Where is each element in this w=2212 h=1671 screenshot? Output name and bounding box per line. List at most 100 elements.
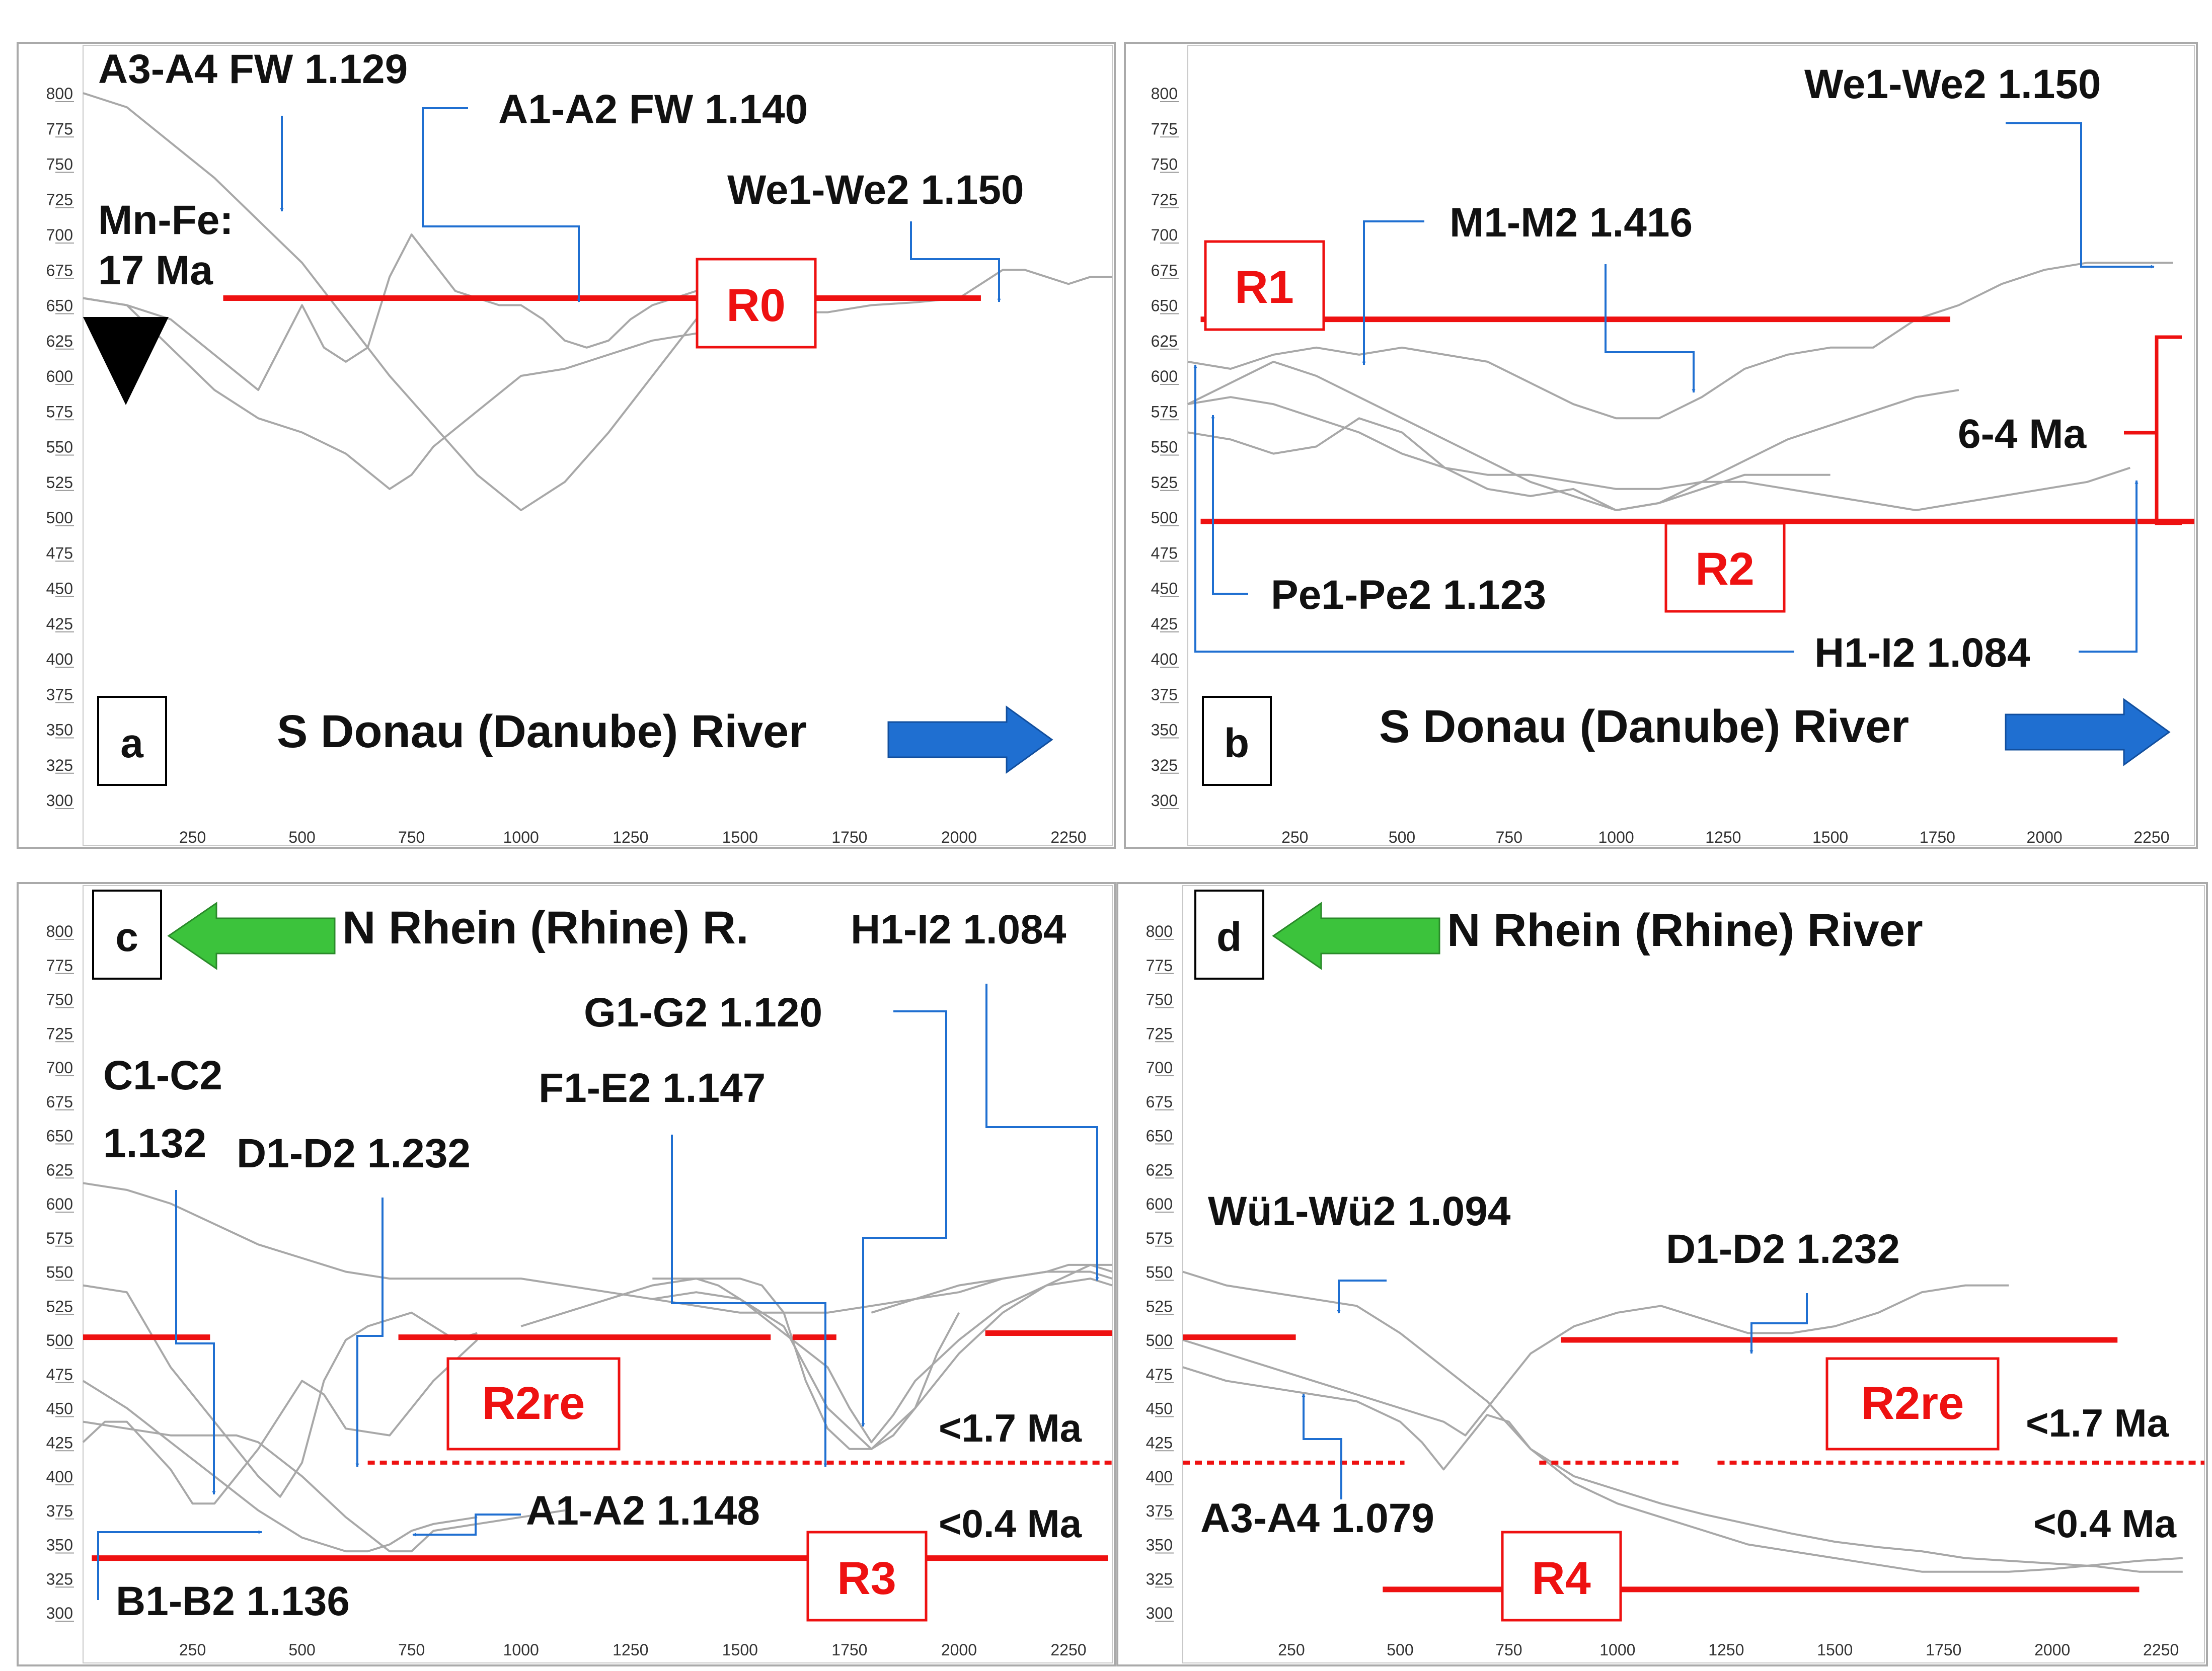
label-m1m2: M1-M2 1.416 (1450, 200, 1693, 246)
y-tick-label: 725 (1146, 1024, 1173, 1043)
profile-line-b-1 (1187, 262, 2173, 420)
r3-box (806, 1531, 928, 1622)
y-tick-label: 550 (46, 1263, 73, 1282)
r2re-c-label: R2re (482, 1378, 585, 1429)
y-tick-label: 800 (1151, 85, 1178, 103)
y-tick-label: 600 (1151, 367, 1178, 385)
x-tick-label: 1500 (722, 828, 758, 846)
river-arrow-d (1272, 902, 1440, 970)
profile-line-d-2 (1182, 1284, 2009, 1437)
panel-a-letter-box (97, 696, 167, 786)
x-tick-label: 1500 (1817, 1641, 1853, 1659)
x-tick-label: 1000 (503, 1641, 539, 1659)
y-tick-label: 625 (1151, 332, 1178, 350)
y-tick-label: 750 (1146, 991, 1173, 1009)
x-tick-label: 1250 (613, 1641, 648, 1659)
x-tick-label: 750 (398, 828, 425, 846)
label-1-7-ma-d: <1.7 Ma (2026, 1401, 2169, 1445)
r2re-d-box (1825, 1357, 2000, 1451)
y-tick-label: 525 (46, 1297, 73, 1315)
y-tick-label: 700 (1146, 1059, 1173, 1077)
r2-box (1664, 522, 1786, 613)
y-tick-label: 575 (1146, 1229, 1173, 1247)
river-arrow-b (2005, 698, 2171, 766)
y-tick-label: 500 (46, 1331, 73, 1349)
panel-a-x-ticks: 250 500 750 1000 1250 1500 1750 2000 2250 (179, 828, 1087, 846)
callout-m-arrow-2 (1605, 264, 1696, 393)
x-tick-label: 1750 (1926, 1641, 1961, 1659)
panel-a-letter: a (120, 721, 144, 766)
x-tick-label: 750 (398, 1641, 425, 1659)
y-tick-label: 425 (46, 1434, 73, 1452)
y-tick-label: 325 (1151, 756, 1178, 774)
x-tick-label: 250 (1281, 828, 1308, 846)
x-tick-label: 1250 (613, 828, 648, 846)
label-0-4-ma-d: <0.4 Ma (2033, 1501, 2177, 1546)
label-d1d2-c: D1-D2 1.232 (237, 1131, 471, 1176)
callout-c1c2-arrow (175, 1190, 216, 1495)
label-c1c2: C1-C2 (103, 1053, 222, 1098)
y-tick-label: 450 (46, 580, 73, 598)
x-tick-label: 250 (179, 1641, 206, 1659)
y-tick-label: 750 (46, 155, 73, 174)
r1-label: R1 (1235, 262, 1294, 313)
y-tick-label: 800 (46, 85, 73, 103)
callout-we-arrow (910, 221, 1001, 302)
callout-a3a4-d-arrow (1302, 1393, 1342, 1499)
panel-d-series (1182, 1270, 2183, 1573)
y-tick-label: 600 (46, 1195, 73, 1213)
x-tick-label: 1500 (1812, 828, 1848, 846)
y-tick-label: 575 (46, 1229, 73, 1247)
y-tick-label: 650 (46, 297, 73, 315)
panel-c-y-ticks: 300 325 350 375 400 425 450 475 500 525 550 575 600 6… (46, 922, 74, 1622)
panel-b-red-lines (1200, 316, 2194, 524)
y-tick-label: 525 (46, 473, 73, 492)
y-tick-label: 525 (1146, 1297, 1173, 1315)
y-tick-label: 475 (46, 1366, 73, 1384)
panel-b-letter: b (1224, 721, 1249, 766)
r0-box (696, 258, 817, 349)
label-mnfe-1: Mn-Fe: (98, 197, 234, 243)
label-d1d2-d: D1-D2 1.232 (1666, 1226, 1900, 1272)
panel-a: 300 325 350 375 400 425 450 475 500 525 550 575 600 6… (17, 42, 1116, 849)
panel-a-y-ticks: 300 325 350 375 400 425 450 475 500 525 550 575 600 6… (46, 85, 74, 810)
y-tick-label: 475 (46, 544, 73, 562)
panel-c-series (82, 1182, 1113, 1553)
river-label-a: S Donau (Danube) River (277, 706, 807, 757)
r2-label: R2 (1695, 543, 1755, 595)
y-tick-label: 450 (46, 1400, 73, 1418)
x-tick-label: 1750 (831, 828, 867, 846)
y-tick-label: 350 (46, 721, 73, 739)
panel-d-letter: d (1216, 914, 1242, 960)
profile-line-d-1 (1182, 1270, 2183, 1573)
x-tick-label: 1250 (1708, 1641, 1744, 1659)
y-tick-label: 400 (46, 1468, 73, 1486)
panel-d: 300 325 350 375 400 425 450 475 500 525 550 575 600 6… (1116, 882, 2208, 1666)
x-tick-label: 500 (1387, 1641, 1413, 1659)
callout-we-b-arrow (2006, 122, 2155, 269)
x-tick-label: 2250 (2143, 1641, 2179, 1659)
panel-b-series (1187, 262, 2173, 511)
panel-c-letter: c (115, 914, 138, 960)
callout-h1i2-b-arrow-2 (2079, 480, 2139, 653)
y-tick-label: 475 (1151, 544, 1178, 562)
label-h1i2-c: H1-I2 1.084 (851, 907, 1066, 952)
y-tick-label: 500 (46, 509, 73, 527)
x-tick-label: 2000 (2034, 1641, 2070, 1659)
x-tick-label: 1750 (831, 1641, 867, 1659)
label-c1c2-value: 1.132 (103, 1121, 206, 1166)
y-tick-label: 375 (1151, 685, 1178, 703)
mn-fe-marker-triangle (83, 317, 169, 405)
profile-line-b-2 (1187, 360, 1959, 511)
river-label-c: N Rhein (Rhine) R. (342, 902, 749, 953)
y-tick-label: 450 (1146, 1400, 1173, 1418)
callout-b1b2-arrow (97, 1530, 262, 1600)
profile-line-c-5 (83, 1420, 565, 1553)
label-h1i2-b: H1-I2 1.084 (1814, 630, 2030, 676)
label-wu: Wü1-Wü2 1.094 (1208, 1188, 1511, 1234)
x-tick-label: 500 (288, 1641, 315, 1659)
profile-line-c-4 (82, 1380, 478, 1553)
y-tick-label: 600 (1146, 1195, 1173, 1213)
r2re-d-label: R2re (1861, 1378, 1964, 1429)
x-tick-label: 250 (179, 828, 206, 846)
